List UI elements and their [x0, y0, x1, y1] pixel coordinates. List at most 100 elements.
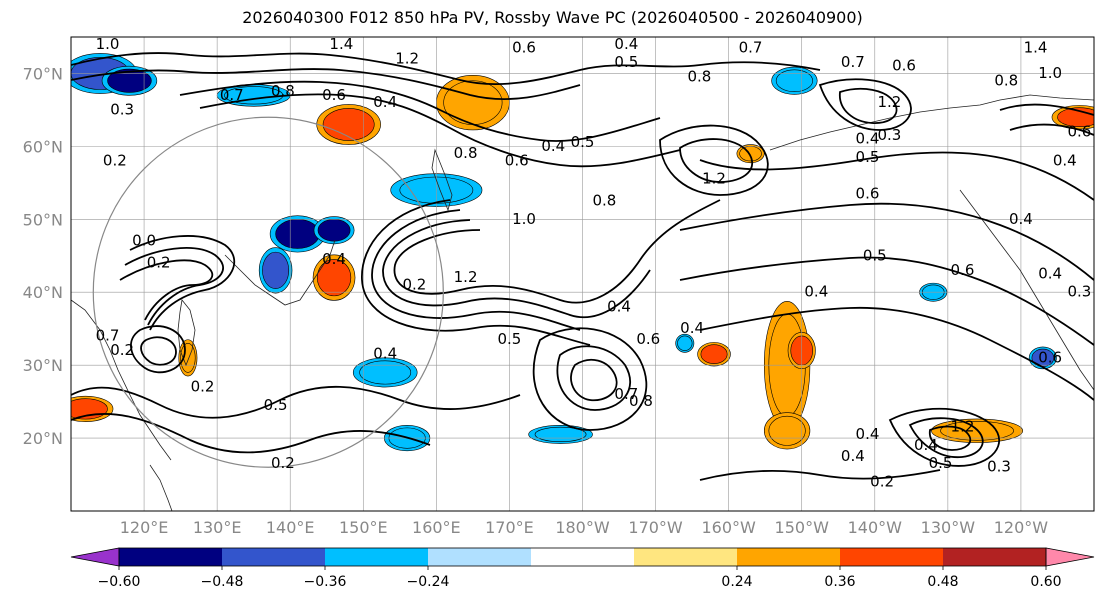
contour-line: [699, 306, 1094, 401]
colorbar-tick-label: −0.60: [98, 574, 141, 590]
colorbar-outline: [118, 547, 1047, 567]
contour-label: 0.2: [110, 341, 134, 359]
contour-line: [679, 256, 1094, 346]
colorbar: [70, 547, 1095, 567]
colorbar-extend-min: [70, 547, 120, 567]
colorbar-segment: [325, 548, 429, 566]
lat-tick-label: 40°N: [23, 283, 63, 302]
contour-line: [71, 52, 821, 85]
anomaly-core: [275, 219, 320, 249]
contour-label: 0.5: [929, 454, 953, 472]
contour-label: 0.4: [322, 250, 346, 268]
contour-label: 0.8: [271, 82, 295, 100]
lon-tick-label: 160°E: [412, 518, 461, 537]
contour-label: 0.7: [220, 86, 244, 104]
contour-line: [130, 325, 186, 374]
contour-label: 1.2: [951, 418, 975, 436]
contour-line: [679, 138, 754, 183]
contour-label: 0.2: [191, 378, 215, 396]
contour-label: 0.6: [512, 38, 536, 56]
contour-line: [361, 199, 591, 346]
contour-line: [124, 247, 224, 326]
contour-line: [532, 327, 648, 431]
reference-circle: [92, 116, 444, 468]
contour-label: 0.4: [1009, 210, 1033, 228]
coast-east-asia: [71, 299, 172, 461]
lon-tick-label: 140°E: [266, 518, 315, 537]
contour-line: [839, 88, 898, 124]
anomaly-core: [775, 69, 813, 92]
contour-line: [199, 93, 681, 168]
anomaly-core: [768, 415, 806, 446]
contour-line: [556, 345, 631, 411]
anomaly-patch: [763, 412, 811, 450]
lat-tick-label: 50°N: [23, 210, 63, 229]
contour-line: [129, 235, 236, 331]
anomaly-core: [677, 335, 693, 351]
lat-tick-label: 70°N: [23, 64, 63, 83]
contour-line: [179, 80, 661, 142]
anomaly-core: [322, 108, 375, 141]
lon-tick-label: 150°W: [775, 518, 830, 537]
contour-line: [908, 417, 984, 458]
graticule: [71, 37, 1094, 511]
colorbar-tick-label: −0.36: [304, 574, 347, 590]
anomaly-patch: [216, 84, 291, 107]
contour-label: 1.4: [329, 35, 353, 53]
colorbar-tick-label: 0.24: [721, 574, 752, 590]
anomaly-core: [359, 360, 412, 385]
colorbar-ticks: −0.60 −0.48 −0.36 −0.24 −0.12 0.12 0.24 0.36 0.4…: [98, 566, 1062, 590]
contour-label: 1.0: [512, 210, 536, 228]
contour-line: [928, 425, 972, 451]
anomaly-patch: [269, 215, 326, 253]
contour-label: 0.7: [841, 53, 865, 71]
colorbar-tick-label-hidden: −0.12: [510, 574, 553, 590]
coastlines: [71, 94, 1094, 511]
contour-line: [999, 103, 1094, 116]
contour-line: [888, 407, 1001, 467]
map-frame: [70, 36, 1095, 512]
anomaly-patch: [528, 425, 593, 444]
anomaly-patch: [178, 339, 198, 377]
anomaly-patch: [313, 216, 355, 245]
anomaly-core: [317, 219, 351, 242]
contour-label: 0.5: [264, 396, 288, 414]
contour-line: [371, 209, 581, 331]
contour-line: [699, 151, 1094, 201]
contour-label: 0.7: [739, 38, 763, 56]
contour-label: 0.5: [856, 148, 880, 166]
contour-label: 0.4: [607, 297, 631, 315]
contour-label: 0.7: [96, 326, 120, 344]
contour-label: 0.4: [541, 137, 565, 155]
colorbar-tick-label: −0.48: [201, 574, 244, 590]
contour-label: 0.6: [1067, 122, 1091, 140]
contour-line: [382, 219, 651, 319]
longitude-axis: 120°E 130°E 140°E 150°E 160°E 170°E 180°W 170°W…: [120, 518, 1049, 537]
anomaly-core: [700, 344, 728, 364]
contour-label: 0.4: [1053, 151, 1077, 169]
anomaly-patch: [258, 247, 293, 294]
contour-label: 0.6: [1038, 348, 1062, 366]
contour-label: 0.8: [592, 192, 616, 210]
lat-tick-label: 20°N: [23, 429, 63, 448]
contour-label: 0.2: [403, 275, 427, 293]
colorbar-tick-label: −0.24: [407, 574, 450, 590]
contour-line: [570, 358, 618, 402]
lon-tick-label: 120°W: [994, 518, 1049, 537]
anomaly-core: [107, 68, 152, 93]
contour-label: 0.6: [892, 57, 916, 75]
anomaly-patch: [71, 395, 114, 422]
contour-label: 0.3: [877, 126, 901, 144]
colorbar-tick-label: 0.36: [824, 574, 855, 590]
contour-label: 0.4: [680, 319, 704, 337]
lon-tick-label: 170°E: [485, 518, 534, 537]
lat-tick-label: 30°N: [23, 356, 63, 375]
colorbar-segment: [840, 548, 944, 566]
contour-label: 1.2: [702, 170, 726, 188]
coast-kamchatka: [431, 148, 453, 212]
colorbar-segment: [943, 548, 1047, 566]
coast-alaska: [769, 94, 1094, 151]
lon-tick-label: 150°E: [339, 518, 388, 537]
contour-label: 0.4: [804, 283, 828, 301]
